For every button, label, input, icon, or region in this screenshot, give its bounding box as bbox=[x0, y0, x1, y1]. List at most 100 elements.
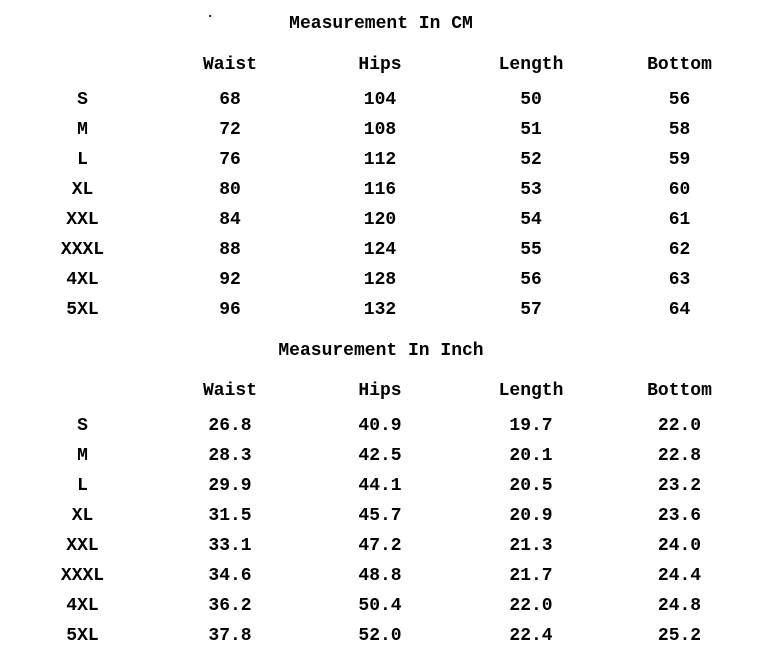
size-cell: M bbox=[77, 446, 88, 466]
value-cell: 21.7 bbox=[509, 566, 553, 586]
value-cell: 50.4 bbox=[358, 596, 402, 616]
table-row: 5XL 37.8 52.0 22.4 25.2 bbox=[0, 621, 762, 651]
inch-table-rows: S 26.8 40.9 19.7 22.0 M 28.3 42.5 20.1 22.8 L 29.9 4… bbox=[0, 411, 762, 651]
value-cell: 36.2 bbox=[208, 596, 252, 616]
table-row: S 68 104 50 56 bbox=[0, 85, 762, 115]
value-cell: 108 bbox=[363, 120, 397, 140]
table-row: 4XL 36.2 50.4 22.0 24.8 bbox=[0, 591, 762, 621]
hips-column-header: Hips bbox=[358, 55, 402, 75]
value-cell: 20.1 bbox=[509, 446, 553, 466]
value-cell: 29.9 bbox=[208, 476, 252, 496]
value-cell: 40.9 bbox=[358, 416, 402, 436]
cm-header-row: Waist Hips Length Bottom bbox=[0, 50, 762, 80]
size-column-header bbox=[0, 50, 165, 80]
cm-table-rows: S 68 104 50 56 M 72 108 51 58 L 76 112 52 59 XL 80 116 53 6… bbox=[0, 85, 762, 325]
value-cell: 124 bbox=[363, 240, 397, 260]
size-cell: 5XL bbox=[66, 626, 99, 646]
size-column-header bbox=[0, 376, 165, 406]
size-cell: 4XL bbox=[66, 596, 99, 616]
value-cell: 92 bbox=[219, 270, 241, 290]
table-row: XXXL 34.6 48.8 21.7 24.4 bbox=[0, 561, 762, 591]
value-cell: 64 bbox=[668, 300, 691, 320]
size-cell: L bbox=[77, 150, 88, 170]
value-cell: 37.8 bbox=[208, 626, 252, 646]
table-row: XXL 84 120 54 61 bbox=[0, 205, 762, 235]
bottom-column-header: Bottom bbox=[647, 381, 712, 401]
cm-measurement-table: Measurement In CM Waist Hips Length Bott… bbox=[0, 9, 762, 325]
value-cell: 68 bbox=[219, 90, 241, 110]
size-cell: S bbox=[77, 416, 88, 436]
size-cell: XXL bbox=[66, 210, 99, 230]
table-row: S 26.8 40.9 19.7 22.0 bbox=[0, 411, 762, 441]
table-row: XXXL 88 124 55 62 bbox=[0, 235, 762, 265]
table-row: M 72 108 51 58 bbox=[0, 115, 762, 145]
value-cell: 54 bbox=[520, 210, 542, 230]
value-cell: 55 bbox=[520, 240, 542, 260]
size-cell: XL bbox=[71, 506, 94, 526]
table-row: L 76 112 52 59 bbox=[0, 145, 762, 175]
value-cell: 23.6 bbox=[657, 506, 702, 526]
value-cell: 20.5 bbox=[509, 476, 553, 496]
value-cell: 20.9 bbox=[509, 506, 553, 526]
length-column-header: Length bbox=[498, 55, 564, 75]
value-cell: 62 bbox=[668, 240, 691, 260]
bottom-column-header: Bottom bbox=[647, 55, 712, 75]
size-cell: 5XL bbox=[66, 300, 99, 320]
value-cell: 53 bbox=[520, 180, 542, 200]
value-cell: 112 bbox=[363, 150, 397, 170]
value-cell: 58 bbox=[668, 120, 691, 140]
value-cell: 45.7 bbox=[358, 506, 402, 526]
value-cell: 44.1 bbox=[358, 476, 402, 496]
value-cell: 96 bbox=[219, 300, 241, 320]
value-cell: 34.6 bbox=[208, 566, 252, 586]
value-cell: 22.0 bbox=[657, 416, 702, 436]
value-cell: 24.4 bbox=[657, 566, 702, 586]
table-row: XL 80 116 53 60 bbox=[0, 175, 762, 205]
value-cell: 48.8 bbox=[358, 566, 402, 586]
inch-measurement-table: Measurement In Inch Waist Hips Length Bo… bbox=[0, 336, 762, 651]
value-cell: 56 bbox=[520, 270, 542, 290]
value-cell: 33.1 bbox=[208, 536, 252, 556]
value-cell: 60 bbox=[668, 180, 691, 200]
size-cell: 4XL bbox=[66, 270, 99, 290]
value-cell: 21.3 bbox=[509, 536, 553, 556]
inch-table-title: Measurement In Inch bbox=[278, 341, 484, 361]
waist-column-header: Waist bbox=[202, 381, 257, 401]
value-cell: 51 bbox=[520, 120, 542, 140]
waist-column-header: Waist bbox=[202, 55, 257, 75]
value-cell: 76 bbox=[219, 150, 241, 170]
size-cell: XXXL bbox=[60, 240, 105, 260]
cm-table-title: Measurement In CM bbox=[289, 14, 473, 34]
size-cell: S bbox=[77, 90, 88, 110]
value-cell: 57 bbox=[520, 300, 542, 320]
value-cell: 19.7 bbox=[509, 416, 553, 436]
value-cell: 42.5 bbox=[358, 446, 402, 466]
value-cell: 56 bbox=[668, 90, 691, 110]
value-cell: 84 bbox=[219, 210, 241, 230]
value-cell: 88 bbox=[219, 240, 241, 260]
size-cell: XXXL bbox=[60, 566, 105, 586]
value-cell: 72 bbox=[219, 120, 241, 140]
value-cell: 52.0 bbox=[358, 626, 402, 646]
value-cell: 22.4 bbox=[509, 626, 553, 646]
value-cell: 52 bbox=[520, 150, 542, 170]
table-row: 5XL 96 132 57 64 bbox=[0, 295, 762, 325]
size-cell: XXL bbox=[66, 536, 99, 556]
value-cell: 23.2 bbox=[657, 476, 702, 496]
value-cell: 28.3 bbox=[208, 446, 252, 466]
value-cell: 24.0 bbox=[657, 536, 702, 556]
length-column-header: Length bbox=[498, 381, 564, 401]
table-row: 4XL 92 128 56 63 bbox=[0, 265, 762, 295]
size-cell: M bbox=[77, 120, 88, 140]
value-cell: 22.8 bbox=[657, 446, 702, 466]
value-cell: 25.2 bbox=[657, 626, 702, 646]
value-cell: 24.8 bbox=[657, 596, 702, 616]
size-cell: XL bbox=[71, 180, 94, 200]
value-cell: 22.0 bbox=[509, 596, 553, 616]
stray-dot-mark: . bbox=[206, 6, 215, 22]
hips-column-header: Hips bbox=[358, 381, 402, 401]
value-cell: 61 bbox=[668, 210, 691, 230]
value-cell: 104 bbox=[363, 90, 397, 110]
value-cell: 80 bbox=[219, 180, 241, 200]
